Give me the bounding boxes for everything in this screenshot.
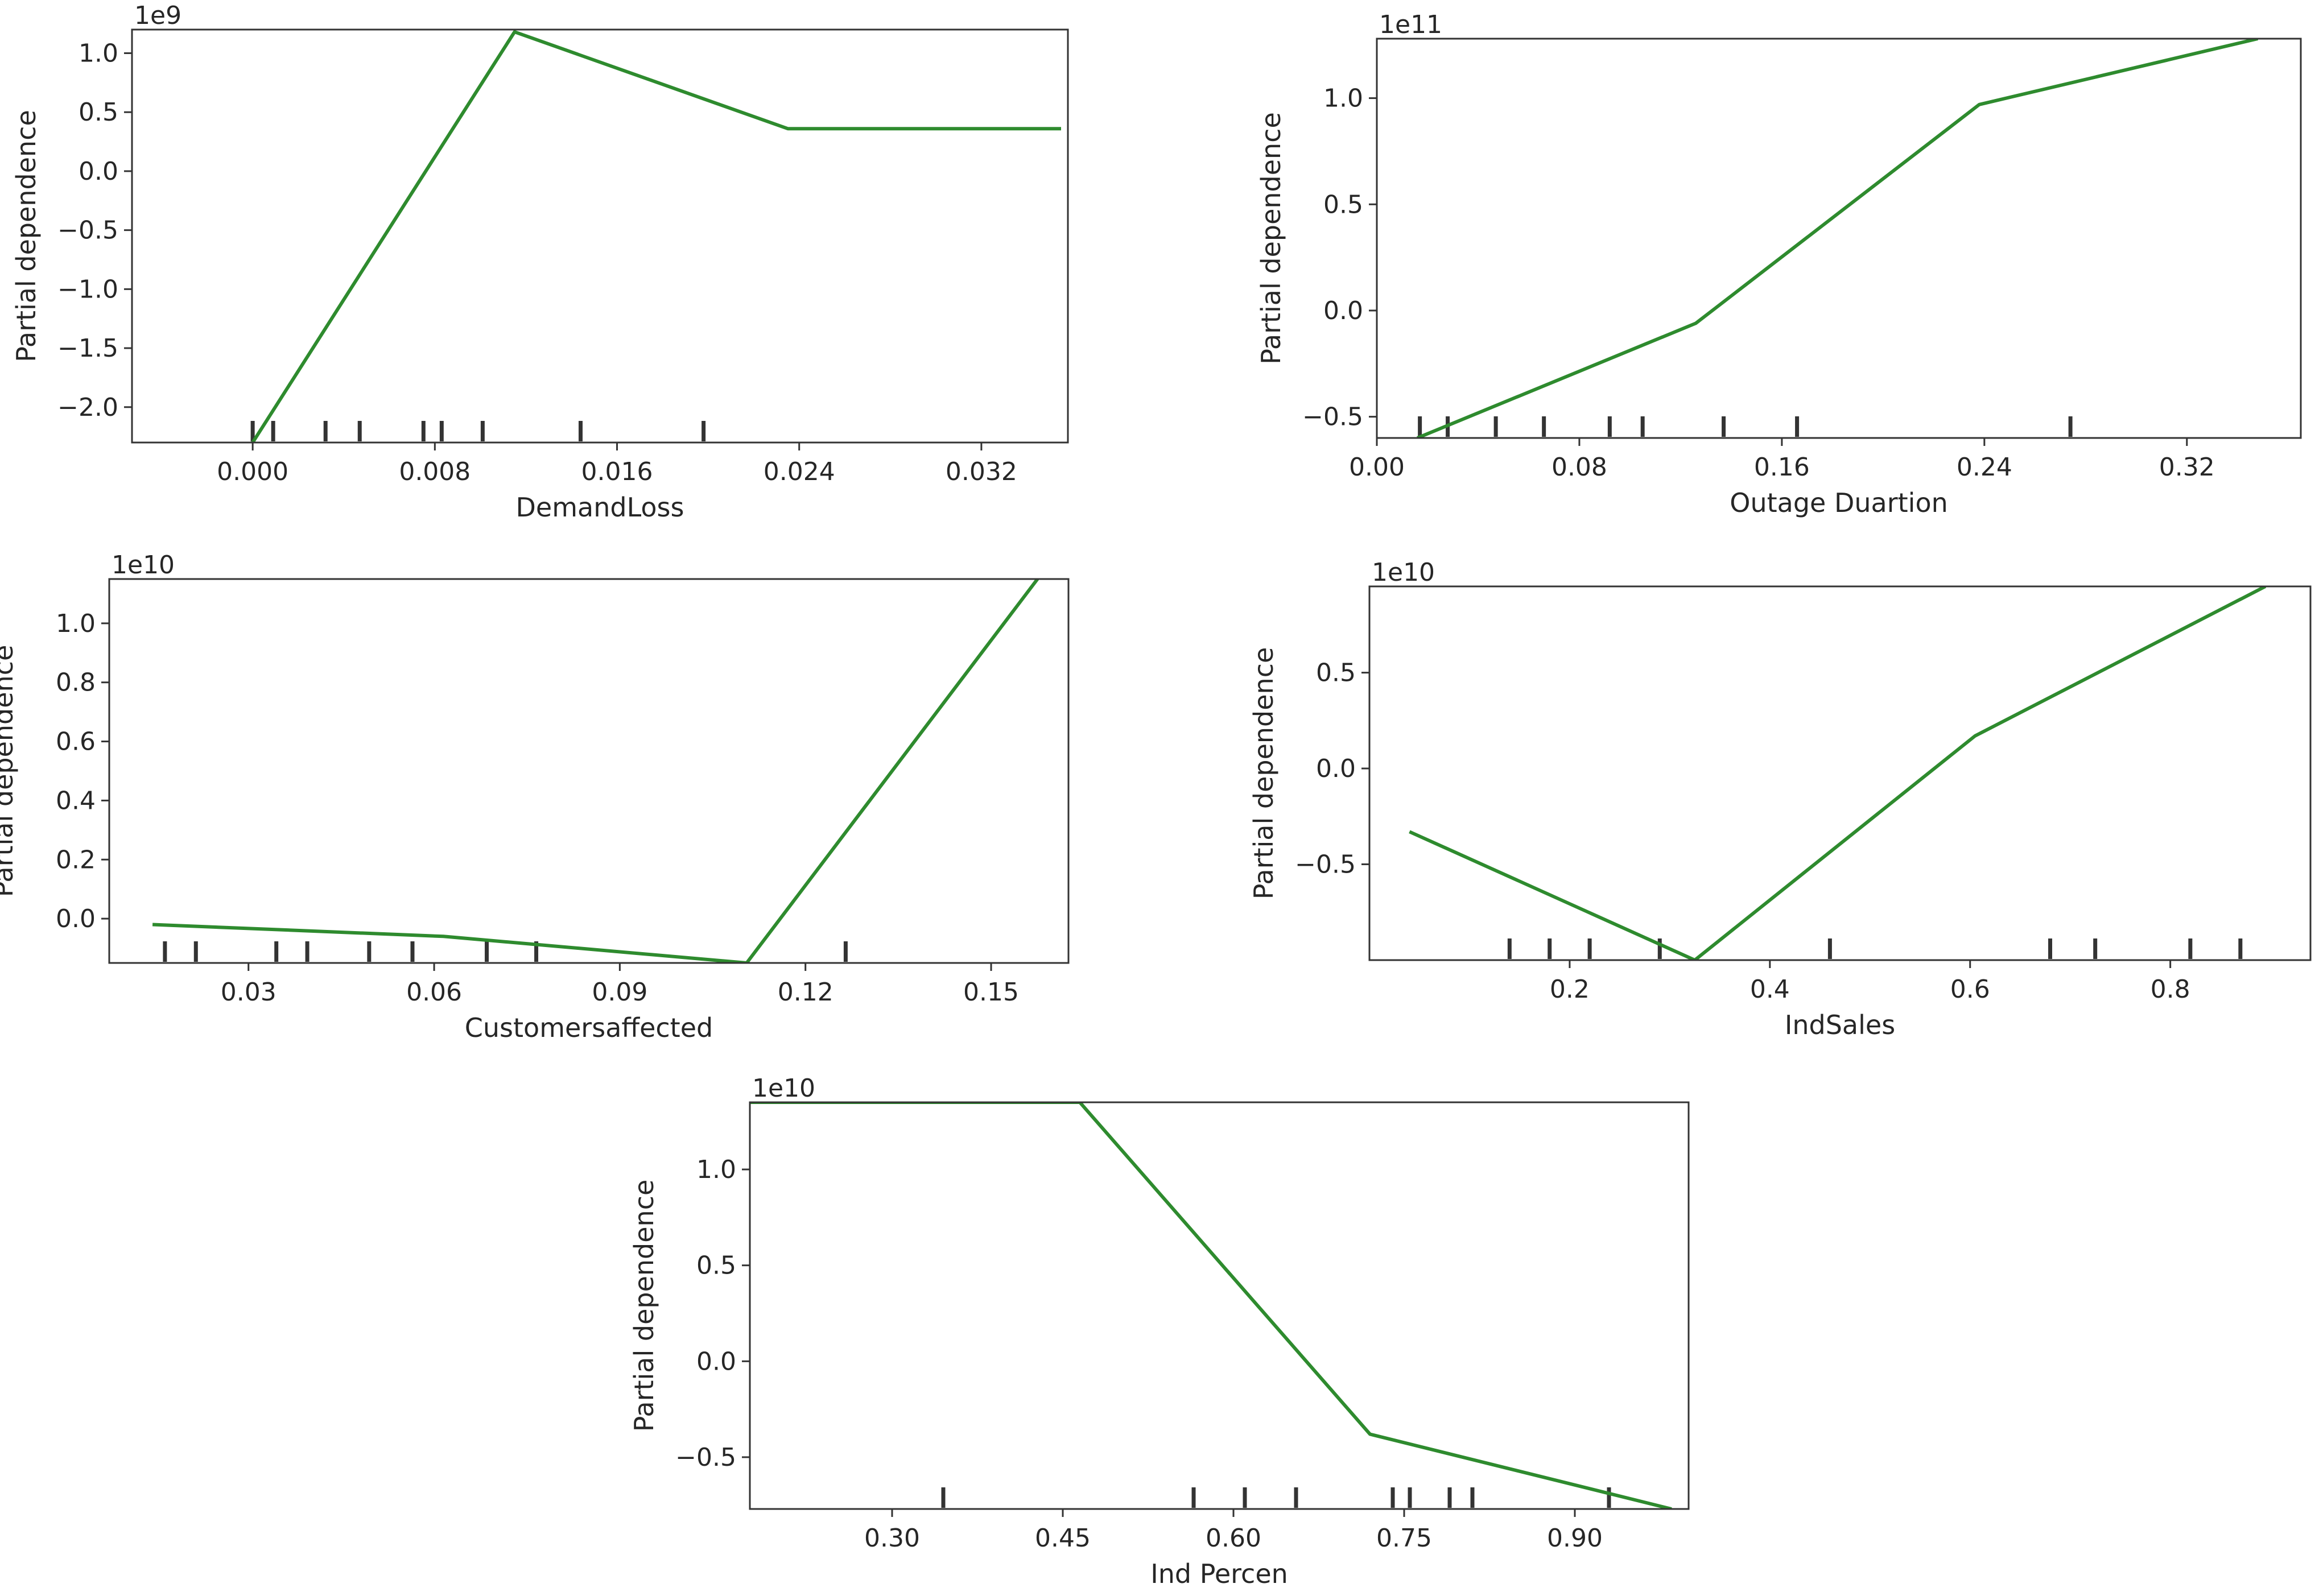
y-tick-label: −0.5: [1302, 403, 1363, 432]
y-tick-label: 0.0: [79, 157, 118, 186]
y-offset-label: 1e10: [112, 551, 175, 580]
y-offset-label: 1e10: [1372, 558, 1435, 587]
x-tick-label: 0.06: [406, 978, 462, 1007]
y-axis-label: Partial dependence: [11, 110, 42, 362]
x-tick-label: 0.15: [963, 978, 1019, 1007]
plot-frame: [749, 1101, 1690, 1510]
x-tick-label: 0.6: [1950, 975, 1990, 1004]
y-axis-label: Partial dependence: [629, 1180, 659, 1432]
y-offset-label: 1e11: [1379, 10, 1442, 39]
x-tick-label: 0.09: [592, 978, 647, 1007]
y-tick-label: 0.8: [56, 668, 96, 697]
x-tick-label: 0.00: [1349, 453, 1405, 482]
y-tick-label: 0.5: [1323, 190, 1363, 219]
x-axis-label: Customersaffected: [465, 1012, 713, 1043]
x-axis-label: Ind Percen: [1150, 1558, 1288, 1589]
y-tick-label: −0.5: [57, 216, 118, 245]
y-axis-label: Partial dependence: [1256, 112, 1286, 365]
y-tick-label: 0.5: [696, 1251, 736, 1280]
y-axis-label: Partial dependence: [1248, 647, 1279, 900]
chart-indsales: 0.2 0.4 0.6 0.8 −0.5 0.0 0.5 1e10 IndSales Partia…: [1248, 558, 2312, 1040]
y-tick-label: 0.0: [696, 1347, 736, 1376]
x-tick-label: 0.75: [1376, 1524, 1432, 1553]
y-tick-label: 0.2: [56, 845, 96, 874]
x-tick-label: 0.32: [2159, 453, 2215, 482]
x-tick-label: 0.4: [1750, 975, 1790, 1004]
series-line: [1409, 586, 2267, 960]
x-axis-label: DemandLoss: [516, 492, 684, 523]
x-axis-label: Outage Duartion: [1730, 487, 1948, 518]
y-tick-label: 1.0: [696, 1155, 736, 1184]
y-tick-label: 0.0: [1316, 754, 1356, 783]
series-line: [251, 30, 1061, 443]
chart-customersaffected: 0.03 0.06 0.09 0.12 0.15 0.0 0.2 0.4 0.6 0.8 1.0 1e…: [0, 551, 1070, 1043]
y-tick-label: 1.0: [1323, 84, 1363, 113]
plot-frame: [1368, 585, 2312, 961]
x-tick-label: 0.45: [1035, 1524, 1091, 1553]
x-tick-label: 0.30: [864, 1524, 920, 1553]
x-axis-label: IndSales: [1785, 1010, 1895, 1040]
y-offset-label: 1e9: [134, 1, 181, 30]
x-tick-label: 0.24: [1957, 453, 2012, 482]
y-tick-label: 0.6: [56, 727, 96, 756]
y-tick-label: −0.5: [675, 1443, 736, 1472]
y-tick-label: 0.0: [56, 904, 96, 933]
x-tick-label: 0.2: [1550, 975, 1590, 1004]
y-tick-label: 1.0: [56, 609, 96, 638]
series-line: [750, 1102, 1672, 1509]
series-line: [1417, 39, 2259, 438]
y-offset-label: 1e10: [752, 1074, 815, 1103]
y-tick-label: 0.0: [1323, 296, 1363, 325]
y-tick-label: 0.5: [1316, 659, 1356, 688]
x-tick-label: 0.03: [221, 978, 277, 1007]
x-tick-label: 0.16: [1754, 453, 1810, 482]
y-tick-label: 0.5: [79, 98, 118, 127]
x-tick-label: 0.024: [764, 457, 835, 486]
x-tick-label: 0.000: [217, 457, 288, 486]
x-tick-label: 0.016: [581, 457, 653, 486]
x-tick-label: 0.12: [778, 978, 833, 1007]
chart-ind-percen: 0.30 0.45 0.60 0.75 0.90 −0.5 0.0 0.5 1.0 1e10 Ind…: [629, 1074, 1690, 1589]
y-tick-label: −2.0: [57, 393, 118, 422]
x-tick-label: 0.008: [399, 457, 471, 486]
x-tick-label: 0.60: [1206, 1524, 1261, 1553]
y-tick-label: −1.5: [57, 334, 118, 363]
x-tick-label: 0.08: [1551, 453, 1607, 482]
y-tick-label: 0.4: [56, 786, 96, 815]
y-tick-label: −1.0: [57, 275, 118, 304]
plot-frame: [108, 578, 1070, 964]
chart-outage-duration: 0.00 0.08 0.16 0.24 0.32 −0.5 0.0 0.5 1.0 1e11 Out…: [1256, 10, 2302, 518]
y-tick-label: −0.5: [1295, 850, 1356, 879]
series-line: [152, 579, 1039, 963]
chart-demandloss: 0.000 0.008 0.016 0.024 0.032 −2.0 −1.5 −1.0 −0.…: [11, 1, 1069, 523]
x-tick-label: 0.90: [1547, 1524, 1603, 1553]
x-tick-label: 0.032: [946, 457, 1017, 486]
x-tick-label: 0.8: [2151, 975, 2190, 1004]
y-tick-label: 1.0: [79, 39, 118, 68]
plot-frame: [1376, 38, 2302, 439]
y-axis-label: Partial dependence: [0, 645, 19, 898]
plot-frame: [131, 28, 1069, 444]
